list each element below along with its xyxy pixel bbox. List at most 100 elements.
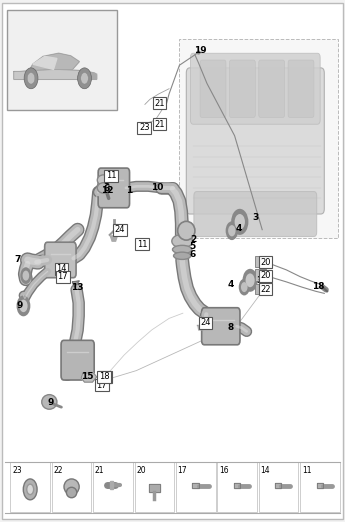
- Ellipse shape: [97, 183, 110, 193]
- Polygon shape: [14, 69, 97, 79]
- Polygon shape: [193, 483, 199, 489]
- Text: 7: 7: [14, 255, 20, 264]
- Text: 21: 21: [154, 99, 165, 108]
- FancyBboxPatch shape: [186, 68, 324, 214]
- Text: 2: 2: [190, 234, 196, 244]
- Circle shape: [17, 295, 30, 316]
- Circle shape: [24, 68, 38, 89]
- Ellipse shape: [97, 175, 110, 185]
- FancyBboxPatch shape: [229, 60, 255, 117]
- Text: 17: 17: [178, 466, 187, 474]
- FancyBboxPatch shape: [255, 284, 266, 294]
- Polygon shape: [198, 326, 204, 330]
- Text: 24: 24: [200, 318, 210, 327]
- Text: 6: 6: [189, 250, 196, 259]
- FancyBboxPatch shape: [45, 242, 76, 278]
- Ellipse shape: [64, 479, 79, 495]
- Circle shape: [243, 269, 258, 292]
- Polygon shape: [316, 483, 324, 489]
- Text: 6: 6: [103, 184, 109, 194]
- Text: 19: 19: [195, 45, 207, 55]
- FancyBboxPatch shape: [255, 256, 266, 267]
- Text: 13: 13: [71, 282, 83, 292]
- Polygon shape: [110, 481, 113, 490]
- Circle shape: [246, 274, 255, 287]
- Bar: [217, 462, 257, 512]
- Ellipse shape: [174, 252, 191, 259]
- Bar: [259, 462, 298, 512]
- Polygon shape: [29, 53, 79, 70]
- Text: 14: 14: [260, 466, 270, 474]
- Text: 4: 4: [236, 224, 242, 233]
- Text: 18: 18: [99, 372, 109, 382]
- Circle shape: [226, 221, 238, 240]
- Text: 21: 21: [95, 466, 105, 474]
- Bar: [10, 462, 50, 512]
- Text: 16: 16: [219, 466, 229, 474]
- Text: 11: 11: [106, 171, 116, 181]
- FancyBboxPatch shape: [98, 168, 130, 208]
- Polygon shape: [33, 56, 57, 69]
- FancyBboxPatch shape: [259, 60, 285, 117]
- Polygon shape: [72, 281, 79, 287]
- Text: 24: 24: [115, 225, 125, 234]
- Text: 14: 14: [56, 264, 67, 274]
- Polygon shape: [149, 484, 159, 492]
- Text: 23: 23: [139, 123, 149, 133]
- Circle shape: [241, 282, 248, 292]
- Text: 12: 12: [101, 186, 114, 195]
- Circle shape: [235, 214, 245, 230]
- Text: 16: 16: [100, 372, 110, 382]
- Ellipse shape: [172, 245, 192, 254]
- FancyBboxPatch shape: [288, 60, 314, 117]
- Text: 20: 20: [260, 271, 271, 280]
- Text: 20: 20: [136, 466, 146, 474]
- Polygon shape: [91, 73, 97, 79]
- Text: 3: 3: [253, 213, 259, 222]
- Circle shape: [22, 270, 29, 281]
- Circle shape: [81, 73, 88, 84]
- Circle shape: [19, 300, 28, 312]
- Circle shape: [231, 209, 248, 235]
- Text: 11: 11: [137, 240, 147, 249]
- FancyBboxPatch shape: [255, 269, 266, 281]
- Text: 21: 21: [154, 120, 165, 129]
- Text: 1: 1: [126, 186, 132, 195]
- Bar: [179, 39, 338, 238]
- Text: 22: 22: [260, 284, 271, 294]
- FancyBboxPatch shape: [190, 53, 320, 124]
- Bar: [135, 462, 174, 512]
- Text: 9: 9: [17, 301, 23, 311]
- Ellipse shape: [27, 484, 33, 495]
- Ellipse shape: [42, 395, 57, 409]
- Polygon shape: [275, 483, 282, 489]
- Text: 3: 3: [256, 276, 263, 286]
- Text: 11: 11: [302, 466, 312, 474]
- Text: 4: 4: [227, 280, 234, 289]
- FancyBboxPatch shape: [201, 308, 240, 345]
- Text: 18: 18: [312, 281, 324, 291]
- Circle shape: [228, 225, 236, 236]
- Text: 8: 8: [227, 323, 234, 333]
- Circle shape: [239, 279, 250, 295]
- Text: 5: 5: [189, 242, 196, 252]
- Polygon shape: [81, 373, 97, 382]
- FancyBboxPatch shape: [194, 192, 317, 236]
- Ellipse shape: [66, 488, 77, 498]
- Circle shape: [78, 68, 91, 89]
- Text: 23: 23: [12, 466, 22, 474]
- Bar: [93, 462, 133, 512]
- Polygon shape: [234, 483, 240, 489]
- Bar: [7, 10, 117, 110]
- Text: 17: 17: [58, 272, 68, 281]
- Text: 20: 20: [260, 257, 271, 267]
- Text: 9: 9: [48, 398, 54, 408]
- Polygon shape: [110, 236, 117, 241]
- Ellipse shape: [178, 221, 195, 240]
- FancyBboxPatch shape: [200, 60, 226, 117]
- Circle shape: [27, 73, 35, 84]
- Text: 10: 10: [151, 183, 163, 193]
- FancyBboxPatch shape: [61, 340, 94, 380]
- Ellipse shape: [172, 234, 193, 248]
- Bar: [300, 462, 340, 512]
